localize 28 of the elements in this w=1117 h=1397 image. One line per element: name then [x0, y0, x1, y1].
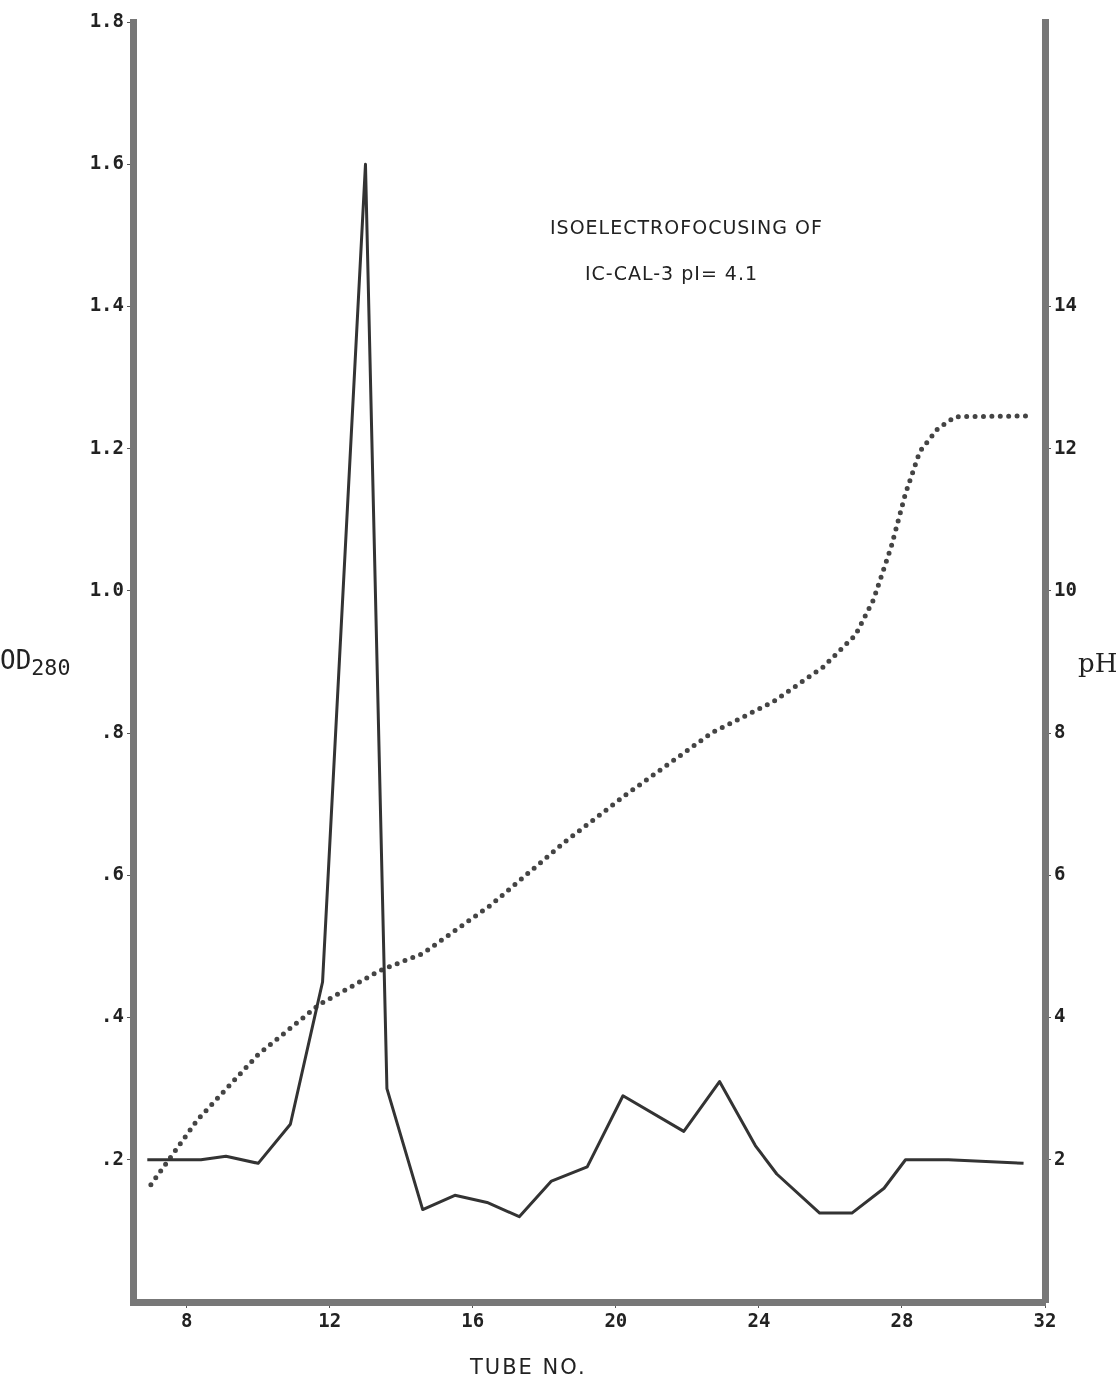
annotation: IC-CAL-3 pI= 4.1 [585, 262, 759, 284]
y2-tick-label: 8 [1054, 720, 1066, 743]
y2-tick-label: 6 [1054, 862, 1066, 885]
y2-tick-label: 4 [1054, 1004, 1066, 1027]
y-axis-title: OD$_{280}$ [0, 645, 71, 681]
x-tick-label: 24 [747, 1309, 771, 1332]
x-tick-label: 28 [890, 1309, 914, 1332]
y-tick-label: .8 [101, 720, 124, 743]
y2-tick-label: 10 [1054, 577, 1077, 600]
y2-axis-title: pH [1078, 648, 1117, 678]
y-tick-label: 1.8 [89, 8, 124, 31]
y-tick-label: .2 [101, 1146, 124, 1169]
y2-tick-label: 14 [1054, 293, 1077, 316]
y-tick-label: 1.6 [89, 151, 124, 174]
x-tick-label: 32 [1033, 1309, 1057, 1332]
y-tick-label: 1.4 [89, 293, 124, 316]
y2-tick-label: 12 [1054, 435, 1077, 458]
x-tick-label: 12 [318, 1309, 342, 1332]
x-axis-title: TUBE NO. [470, 1355, 587, 1379]
y-tick-label: 1.0 [89, 577, 124, 600]
y-tick-label: 1.2 [89, 435, 124, 458]
annotation: ISOELECTROFOCUSING OF [550, 216, 823, 238]
x-tick-label: 20 [604, 1309, 628, 1332]
x-tick-label: 16 [461, 1309, 485, 1332]
x-tick-label: 8 [180, 1309, 193, 1332]
y2-tick-label: 2 [1054, 1146, 1066, 1169]
y-tick-label: .6 [101, 862, 124, 885]
y-tick-label: .4 [101, 1004, 124, 1027]
